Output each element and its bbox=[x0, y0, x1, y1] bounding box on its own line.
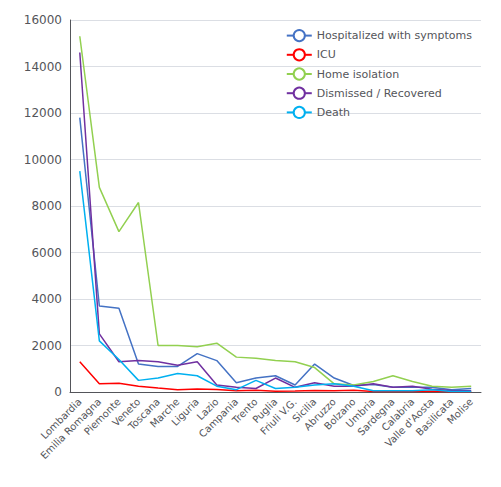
svg-text:Liguria: Liguria bbox=[169, 396, 202, 428]
svg-text:10000: 10000 bbox=[24, 153, 62, 167]
svg-text:Puglia: Puglia bbox=[250, 396, 280, 426]
svg-text:0: 0 bbox=[54, 385, 62, 399]
svg-text:Hospitalized with symptoms: Hospitalized with symptoms bbox=[317, 29, 472, 42]
svg-text:Bolzano: Bolzano bbox=[321, 396, 358, 432]
svg-text:Umbria: Umbria bbox=[343, 396, 378, 430]
svg-text:Abruzzo: Abruzzo bbox=[301, 396, 339, 433]
svg-text:Friuli V.G.: Friuli V.G. bbox=[258, 396, 299, 437]
svg-text:8000: 8000 bbox=[31, 199, 62, 213]
svg-text:Molise: Molise bbox=[445, 396, 475, 426]
svg-text:Toscana: Toscana bbox=[126, 396, 162, 432]
svg-text:Basilicata: Basilicata bbox=[413, 396, 456, 438]
svg-text:Piemonte: Piemonte bbox=[81, 396, 123, 438]
svg-text:Marche: Marche bbox=[147, 396, 182, 430]
svg-text:Lazio: Lazio bbox=[194, 396, 221, 423]
svg-text:Valle d'Aosta: Valle d'Aosta bbox=[382, 396, 436, 450]
svg-text:Trento: Trento bbox=[230, 396, 260, 426]
svg-text:ICU: ICU bbox=[317, 48, 336, 61]
svg-text:Home isolation: Home isolation bbox=[317, 68, 399, 81]
svg-text:Dismissed / Recovered: Dismissed / Recovered bbox=[317, 87, 442, 100]
svg-text:Death: Death bbox=[317, 106, 350, 119]
svg-text:Calabria: Calabria bbox=[379, 396, 417, 434]
svg-text:6000: 6000 bbox=[31, 246, 62, 260]
svg-text:Veneto: Veneto bbox=[110, 396, 143, 429]
svg-text:Sardegna: Sardegna bbox=[355, 396, 397, 438]
svg-text:Emilia Romagna: Emilia Romagna bbox=[38, 396, 104, 462]
svg-text:4000: 4000 bbox=[31, 292, 62, 306]
svg-text:Campania: Campania bbox=[196, 396, 241, 440]
svg-text:Lombardia: Lombardia bbox=[38, 396, 84, 442]
svg-text:14000: 14000 bbox=[24, 60, 62, 74]
svg-text:2000: 2000 bbox=[31, 339, 62, 353]
svg-text:16000: 16000 bbox=[24, 13, 62, 27]
svg-text:12000: 12000 bbox=[24, 106, 62, 120]
svg-text:Sicilia: Sicilia bbox=[290, 396, 319, 425]
